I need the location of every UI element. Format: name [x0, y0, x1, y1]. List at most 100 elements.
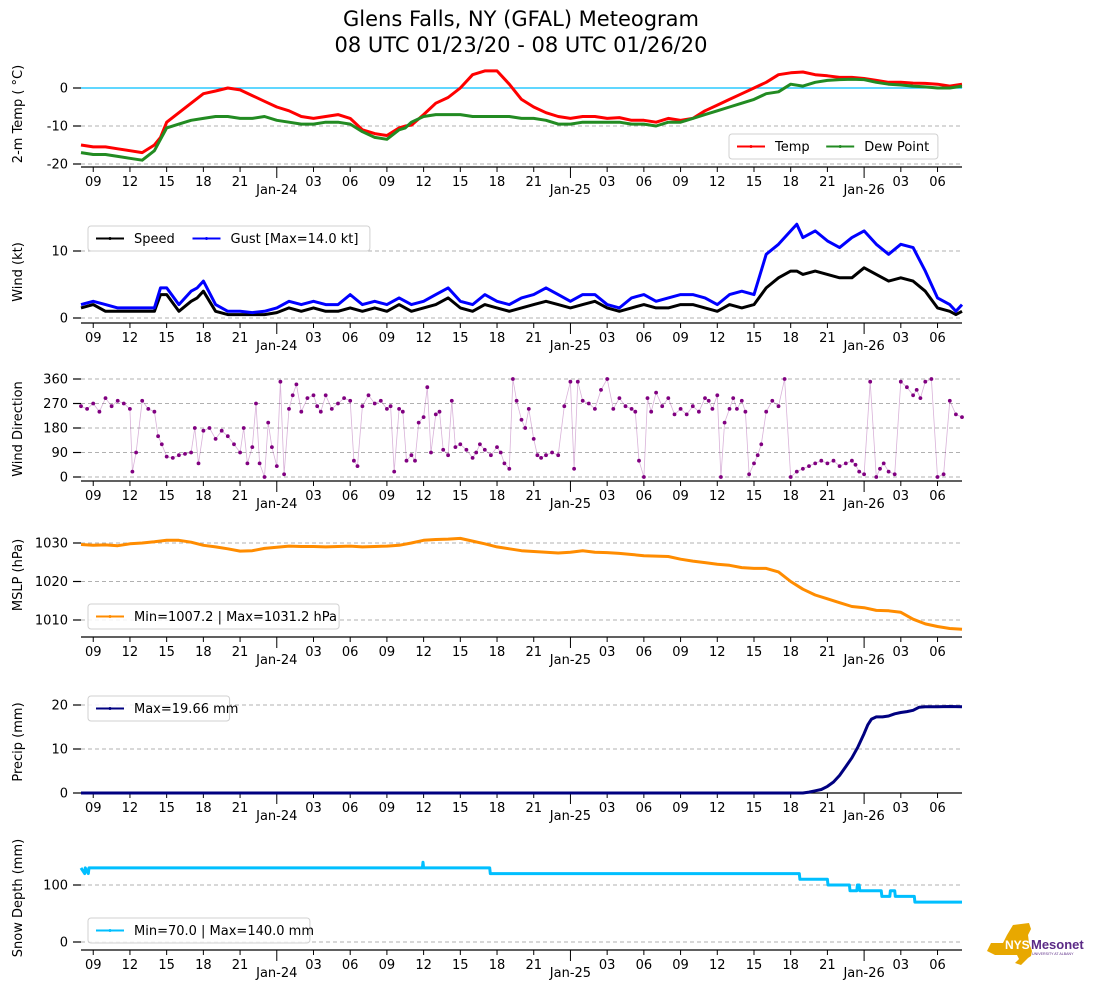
x-tick-label-hour: 03 — [305, 175, 322, 190]
data-point-direction — [837, 464, 842, 468]
data-point-direction — [232, 442, 236, 447]
y-tick-label-precip: 10 — [51, 743, 68, 758]
data-point-direction — [572, 466, 576, 471]
data-point-direction — [449, 398, 454, 403]
data-point-direction — [270, 445, 274, 449]
x-tick-label-hour: 12 — [709, 801, 726, 816]
y-tick-label-temp: 0 — [60, 82, 68, 97]
data-point-direction — [511, 377, 515, 381]
legend-box — [87, 225, 371, 252]
x-tick-label-hour: 03 — [305, 801, 322, 816]
x-tick-label-hour: 18 — [195, 645, 212, 660]
data-point-direction — [629, 407, 634, 411]
data-point-direction — [868, 379, 873, 384]
x-tick-label-day: Jan-26 — [842, 183, 884, 198]
data-point-direction — [219, 428, 224, 433]
data-point-direction — [192, 426, 197, 430]
x-tick-label-hour: 18 — [489, 175, 506, 190]
data-point-direction — [739, 398, 744, 403]
data-point-direction — [519, 417, 524, 422]
data-point-direction — [433, 412, 438, 417]
x-tick-label-day: Jan-25 — [549, 183, 591, 198]
x-tick-label-hour: 21 — [819, 645, 836, 660]
x-tick-label-hour: 03 — [305, 645, 322, 660]
data-point-direction — [843, 461, 848, 466]
x-tick-label-hour: 09 — [672, 801, 689, 816]
y-tick-label-direction: 0 — [60, 471, 68, 486]
x-tick-label-hour: 09 — [672, 489, 689, 504]
x-tick-label-hour: 03 — [599, 331, 616, 346]
x-tick-label-hour: 09 — [85, 331, 102, 346]
x-tick-label-hour: 21 — [525, 801, 542, 816]
data-point-direction — [544, 453, 548, 458]
x-tick-label-hour: 15 — [746, 175, 763, 190]
data-point-direction — [482, 447, 487, 452]
data-point-direction — [311, 393, 316, 398]
x-tick-label-day: Jan-25 — [549, 809, 591, 824]
legend-box — [87, 603, 340, 630]
x-tick-label-hour: 03 — [599, 175, 616, 190]
data-point-direction — [134, 450, 139, 455]
series-line-wind-0 — [80, 266, 963, 317]
data-point-direction — [807, 464, 811, 468]
x-tick-label-hour: 03 — [599, 645, 616, 660]
x-tick-label-hour: 18 — [489, 958, 506, 973]
x-tick-label-hour: 06 — [342, 958, 359, 973]
x-tick-label-hour: 18 — [195, 801, 212, 816]
legend-wind: Speed Gust [Max=14.0 kt] — [87, 225, 371, 252]
panel-temp: 0 -10 -20 09 12 15 18 21 03 06 09 12 15 18 21 03 06 09 12 1… — [11, 65, 963, 198]
data-point-direction — [372, 401, 377, 406]
data-point-direction — [960, 415, 964, 419]
x-tick-label-hour: 15 — [452, 331, 469, 346]
legend-label: Temp — [774, 140, 810, 155]
x-tick-label-hour: 09 — [85, 958, 102, 973]
data-point-direction — [478, 442, 482, 447]
panel-snow: 0 100 09 12 15 18 21 03 06 09 12 15 18 21 03 06 09 12 15 18… — [11, 839, 962, 981]
data-point-direction — [458, 442, 463, 447]
x-tick-label-hour: 15 — [158, 331, 175, 346]
data-point-direction — [213, 437, 218, 441]
y-tick-label-snow: 100 — [43, 879, 68, 894]
data-point-direction — [130, 469, 135, 474]
data-point-direction — [526, 407, 531, 411]
x-tick-label-hour: 09 — [379, 801, 396, 816]
x-tick-label-hour: 06 — [929, 958, 946, 973]
x-tick-label-hour: 03 — [305, 489, 322, 504]
x-tick-label-day: Jan-24 — [255, 809, 297, 824]
data-point-direction — [764, 409, 769, 414]
x-tick-label-hour: 06 — [342, 331, 359, 346]
data-point-direction — [254, 401, 258, 406]
x-tick-label-hour: 09 — [85, 801, 102, 816]
data-point-direction — [348, 398, 353, 403]
data-point-direction — [743, 409, 748, 414]
legend-marker — [749, 145, 753, 148]
data-point-direction — [127, 407, 132, 411]
data-point-direction — [85, 407, 89, 411]
x-tick-label-day: Jan-24 — [255, 339, 297, 354]
data-point-direction — [498, 450, 503, 455]
x-tick-label-hour: 18 — [195, 331, 212, 346]
y-axis-label-temp: 2-m Temp ( °C) — [11, 65, 26, 163]
data-point-direction — [152, 409, 157, 414]
data-point-direction — [911, 393, 915, 398]
x-tick-label-hour: 12 — [709, 645, 726, 660]
data-point-direction — [79, 404, 83, 409]
y-axis-label-mslp: MSLP (hPa) — [11, 539, 26, 611]
data-point-direction — [586, 401, 591, 406]
legend-box — [87, 695, 231, 722]
data-point-direction — [878, 466, 882, 471]
nys-mesonet-logo: NYS Mesonet UNIVERSITY AT ALBANY — [987, 923, 1084, 965]
data-point-direction — [857, 469, 862, 474]
data-point-direction — [697, 409, 701, 414]
x-tick-label-hour: 03 — [893, 175, 910, 190]
data-point-direction — [470, 456, 475, 460]
data-point-direction — [831, 458, 836, 463]
x-tick-label-hour: 09 — [379, 489, 396, 504]
legend-mslp: Min=1007.2 | Max=1031.2 hPa — [87, 603, 340, 630]
data-point-direction — [305, 396, 310, 400]
data-point-direction — [464, 447, 469, 452]
x-tick-label-hour: 06 — [342, 175, 359, 190]
data-point-direction — [850, 458, 854, 463]
data-point-direction — [918, 396, 923, 400]
